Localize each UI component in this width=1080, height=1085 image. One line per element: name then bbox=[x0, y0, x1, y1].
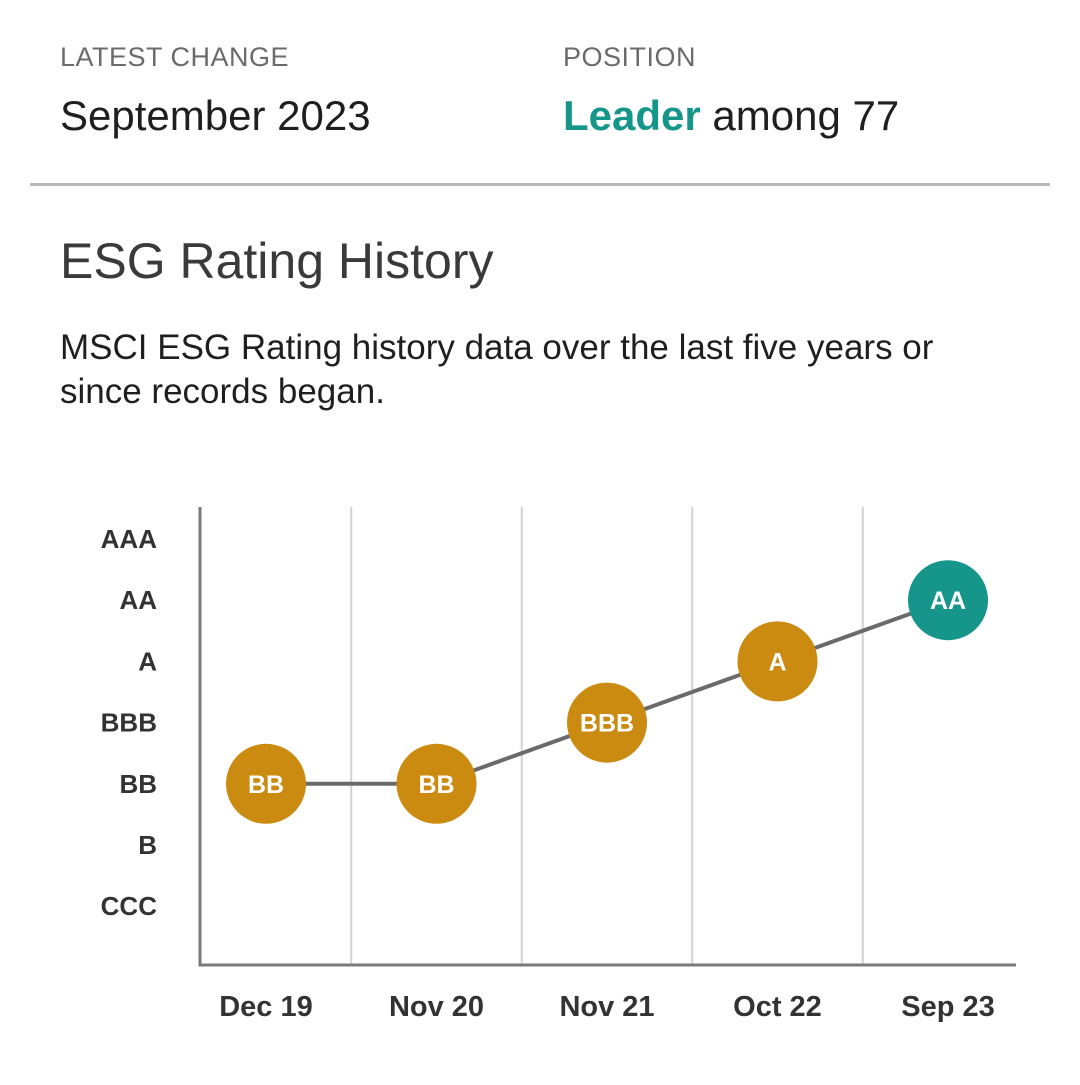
position-label: POSITION bbox=[563, 42, 697, 72]
rating-marker bbox=[737, 621, 818, 702]
rating-marker-label: BB bbox=[418, 771, 454, 799]
section-title: ESG Rating History bbox=[60, 233, 494, 289]
rating-marker-label: BB bbox=[248, 771, 284, 799]
y-tick-label: B bbox=[138, 830, 157, 860]
x-tick-label: Nov 21 bbox=[559, 991, 654, 1023]
x-tick-label: Sep 23 bbox=[901, 991, 995, 1023]
position-rest-text: among 77 bbox=[700, 92, 900, 139]
rating-marker bbox=[396, 743, 477, 824]
y-tick-label: A bbox=[138, 646, 157, 676]
y-tick-label: BBB bbox=[101, 708, 157, 738]
x-tick-label: Nov 20 bbox=[389, 991, 484, 1023]
y-tick-label: AA bbox=[119, 585, 157, 615]
y-tick-label: AAA bbox=[101, 524, 158, 554]
latest-change-value: September 2023 bbox=[60, 92, 371, 139]
rating-marker bbox=[908, 560, 988, 641]
x-tick-label: Oct 22 bbox=[733, 991, 822, 1023]
y-tick-label: BB bbox=[119, 769, 157, 799]
section-description: MSCI ESG Rating history data over the la… bbox=[60, 328, 934, 411]
position-leader-text: Leader bbox=[563, 92, 701, 139]
y-tick-label: CCC bbox=[101, 891, 158, 921]
x-tick-label: Dec 19 bbox=[219, 991, 313, 1023]
position-value: Leader among 77 bbox=[563, 92, 899, 140]
rating-marker bbox=[567, 682, 647, 763]
rating-marker-label: AA bbox=[930, 587, 966, 615]
rating-marker-label: BBB bbox=[580, 710, 634, 738]
latest-change-label: LATEST CHANGE bbox=[60, 42, 290, 72]
rating-marker-label: A bbox=[768, 648, 786, 676]
rating-marker bbox=[226, 743, 306, 824]
section-divider bbox=[30, 183, 1050, 186]
